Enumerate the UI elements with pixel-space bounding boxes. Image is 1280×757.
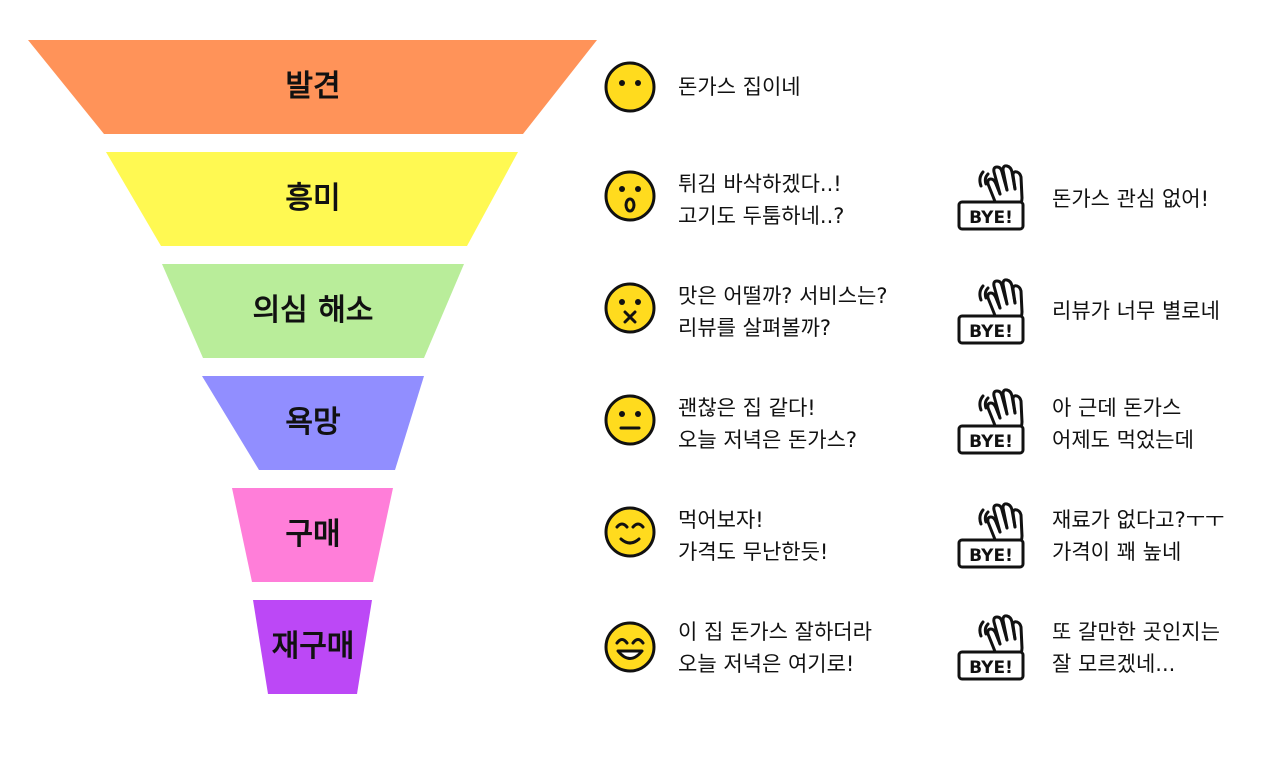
waving-hand-bye-icon: BYE!: [957, 278, 1025, 345]
skeptical-face-icon: [604, 282, 656, 334]
stage-label-purchase: 구매: [285, 517, 340, 552]
thought-text: 튀김 바삭하겠다..! 고기도 두툼하네..?: [678, 168, 948, 232]
stage-band-desire: [202, 376, 424, 470]
stage-label-repurchase: 재구매: [272, 629, 355, 664]
thought-line: 고기도 두툼하네..?: [678, 204, 845, 228]
stage-band-doubt-resolution: [162, 264, 464, 358]
dropout-line: 돈가스 관심 없어!: [1052, 187, 1210, 211]
bye-badge-text: BYE!: [969, 208, 1013, 228]
thought-text: 괜찮은 집 같다! 오늘 저녁은 돈가스?: [678, 392, 948, 456]
thought-line: 튀김 바삭하겠다..!: [678, 172, 842, 196]
funnel-row-repurchase: 이 집 돈가스 잘하더라 오늘 저녁은 여기로! BYE! 또 갈만한 곳인지는…: [0, 600, 1280, 694]
waving-hand-bye-icon: BYE!: [957, 164, 1025, 231]
neutral-face-icon: [604, 61, 656, 113]
thought-line: 오늘 저녁은 돈가스?: [678, 428, 858, 452]
dropout-line: 어제도 먹었는데: [1052, 428, 1194, 452]
thought-line: 리뷰를 살펴볼까?: [678, 316, 832, 340]
funnel-graphic: 발견 흥미 의심 해소 욕망 구매 재구매: [28, 40, 597, 694]
thought-text: 돈가스 집이네: [678, 71, 948, 103]
stage-band-discovery: [28, 40, 597, 134]
stage-band-purchase: [232, 488, 393, 582]
stage-band-interest: [106, 152, 518, 246]
dropout-line: 잘 모르겠네...: [1052, 652, 1176, 676]
thought-line: 돈가스 집이네: [678, 75, 801, 99]
dropout-line: 아 근데 돈가스: [1052, 396, 1182, 420]
funnel-row-desire: 괜찮은 집 같다! 오늘 저녁은 돈가스? BYE! 아 근데 돈가스 어제도 …: [0, 376, 1280, 470]
happy-face-icon: [604, 621, 656, 673]
dropout-text: 아 근데 돈가스 어제도 먹었는데: [1052, 392, 1272, 456]
thought-line: 괜찮은 집 같다!: [678, 396, 816, 420]
dropout-text: 리뷰가 너무 별로네: [1052, 295, 1272, 327]
stage-band-repurchase: [253, 600, 372, 694]
dropout-line: 재료가 없다고?ㅜㅜ: [1052, 508, 1225, 532]
funnel-row-purchase: 먹어보자! 가격도 무난한듯! BYE! 재료가 없다고?ㅜㅜ 가격이 꽤 높네: [0, 488, 1280, 582]
bye-badge-text: BYE!: [969, 322, 1013, 342]
waving-hand-bye-icon: BYE!: [957, 388, 1025, 455]
thought-line: 가격도 무난한듯!: [678, 540, 829, 564]
thought-text: 이 집 돈가스 잘하더라 오늘 저녁은 여기로!: [678, 616, 948, 680]
bye-badge-text: BYE!: [969, 658, 1013, 678]
thought-line: 맛은 어떨까? 서비스는?: [678, 284, 888, 308]
bye-badge-text: BYE!: [969, 546, 1013, 566]
dropout-text: 또 갈만한 곳인지는 잘 모르겠네...: [1052, 616, 1272, 680]
waving-hand-bye-icon: BYE!: [957, 502, 1025, 569]
surprised-face-icon: [604, 170, 656, 222]
straight-face-icon: [604, 394, 656, 446]
stage-label-discovery: 발견: [285, 69, 340, 104]
content-face-icon: [604, 506, 656, 558]
thought-line: 먹어보자!: [678, 508, 764, 532]
funnel-row-discovery: 돈가스 집이네: [0, 40, 1280, 134]
dropout-line: 리뷰가 너무 별로네: [1052, 299, 1220, 323]
dropout-line: 또 갈만한 곳인지는: [1052, 620, 1220, 644]
thought-text: 맛은 어떨까? 서비스는? 리뷰를 살펴볼까?: [678, 280, 948, 344]
dropout-line: 가격이 꽤 높네: [1052, 540, 1182, 564]
waving-hand-bye-icon: BYE!: [957, 614, 1025, 681]
funnel-row-doubt-resolution: 맛은 어떨까? 서비스는? 리뷰를 살펴볼까? BYE! 리뷰가 너무 별로네: [0, 264, 1280, 358]
stage-label-desire: 욕망: [285, 405, 341, 440]
dropout-text: 재료가 없다고?ㅜㅜ 가격이 꽤 높네: [1052, 504, 1272, 568]
dropout-text: 돈가스 관심 없어!: [1052, 183, 1272, 215]
thought-line: 오늘 저녁은 여기로!: [678, 652, 855, 676]
funnel-row-interest: 튀김 바삭하겠다..! 고기도 두툼하네..? BYE! 돈가스 관심 없어!: [0, 152, 1280, 246]
stage-label-doubt-resolution: 의심 해소: [253, 293, 374, 328]
bye-badge-text: BYE!: [969, 432, 1013, 452]
thought-text: 먹어보자! 가격도 무난한듯!: [678, 504, 948, 568]
thought-line: 이 집 돈가스 잘하더라: [678, 620, 872, 644]
stage-label-interest: 흥미: [285, 181, 340, 216]
